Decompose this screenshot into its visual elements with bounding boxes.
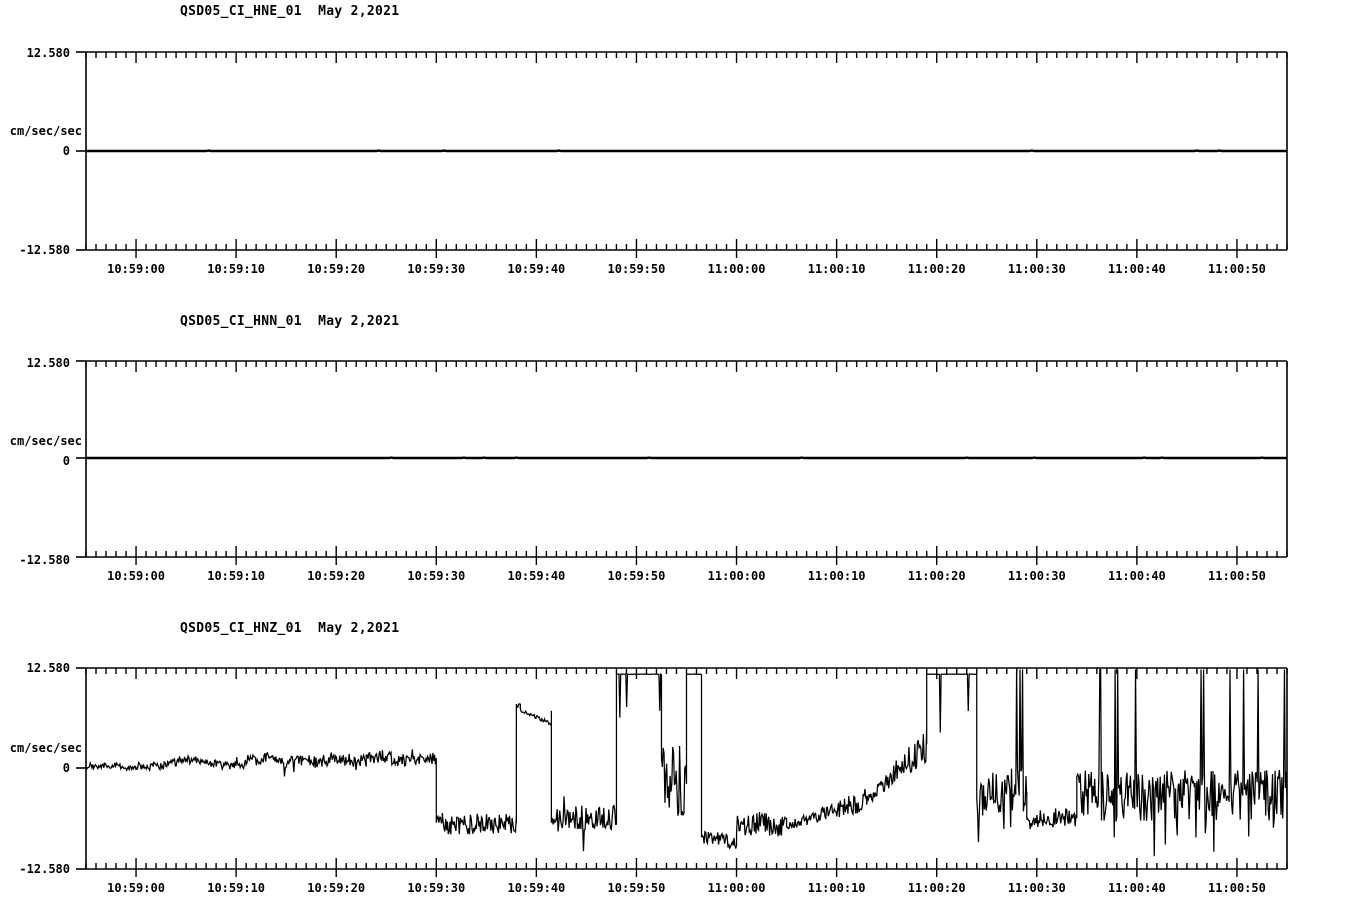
x-tick-label: 11:00:40	[1107, 881, 1166, 895]
x-tick-label: 11:00:30	[1007, 881, 1066, 895]
seismogram-panel-hne: QSD05_CI_HNE_01 May 2,2021 cm/sec/sec 12…	[0, 0, 1358, 300]
x-tick-label: 11:00:50	[1208, 569, 1266, 583]
x-tick-label: 10:59:00	[107, 881, 165, 895]
x-tick-label: 10:59:30	[407, 262, 466, 276]
x-tick-label: 10:59:10	[207, 881, 266, 895]
x-tick-label: 11:00:00	[707, 881, 766, 895]
x-tick-label: 11:00:00	[707, 262, 766, 276]
x-tick-label: 10:59:40	[507, 569, 566, 583]
x-tick-label: 11:00:40	[1107, 262, 1166, 276]
x-tick-label: 11:00:20	[907, 881, 966, 895]
panel-title-hne: QSD05_CI_HNE_01 May 2,2021	[180, 4, 400, 19]
x-tick-label: 11:00:50	[1208, 262, 1266, 276]
panel-title-hnz: QSD05_CI_HNZ_01 May 2,2021	[180, 621, 400, 636]
x-tick-label: 10:59:10	[207, 569, 266, 583]
x-tick-label: 11:00:20	[907, 569, 966, 583]
x-tick-label: 10:59:50	[607, 881, 666, 895]
x-tick-label: 10:59:30	[407, 569, 466, 583]
x-tick-label: 11:00:30	[1007, 569, 1066, 583]
x-tick-label: 11:00:10	[807, 569, 866, 583]
x-tick-label: 11:00:00	[707, 569, 766, 583]
seismogram-panel-hnz: QSD05_CI_HNZ_01 May 2,2021 cm/sec/sec 12…	[0, 617, 1358, 924]
plot-area-hnn	[76, 360, 1288, 565]
x-tick-label: 11:00:50	[1208, 881, 1266, 895]
x-tick-label: 10:59:50	[607, 262, 666, 276]
y-axis-unit-label-hnn: cm/sec/sec	[9, 434, 82, 448]
x-tick-label: 10:59:00	[107, 262, 165, 276]
y-tick-max-hnz: 12.580	[26, 661, 70, 675]
y-tick-zero-hne: 0	[62, 144, 70, 158]
x-tick-label: 11:00:30	[1007, 262, 1066, 276]
x-tick-label: 10:59:10	[207, 262, 266, 276]
y-tick-zero-hnz: 0	[62, 761, 70, 775]
x-tick-label: 10:59:20	[307, 569, 366, 583]
panel-title-hnn: QSD05_CI_HNN_01 May 2,2021	[180, 314, 400, 329]
plot-area-hnz	[76, 667, 1288, 877]
x-tick-label: 11:00:20	[907, 262, 966, 276]
y-axis-unit-label-hne: cm/sec/sec	[9, 124, 82, 138]
x-tick-label: 10:59:50	[607, 569, 666, 583]
y-tick-min-hnz: -12.580	[19, 862, 70, 876]
y-tick-min-hnn: -12.580	[19, 553, 70, 567]
seismogram-panel-hnn: QSD05_CI_HNN_01 May 2,2021 cm/sec/sec 12…	[0, 310, 1358, 610]
y-tick-max-hnn: 12.580	[26, 356, 70, 370]
plot-area-hne	[76, 51, 1288, 258]
x-tick-label: 10:59:40	[507, 881, 566, 895]
x-tick-label: 10:59:00	[107, 569, 165, 583]
x-tick-label: 10:59:20	[307, 262, 366, 276]
x-tick-label: 11:00:40	[1107, 569, 1166, 583]
x-tick-label: 10:59:30	[407, 881, 466, 895]
waveform-trace	[85, 668, 1288, 857]
x-tick-label: 10:59:20	[307, 881, 366, 895]
x-tick-label: 11:00:10	[807, 262, 866, 276]
x-tick-label: 10:59:40	[507, 262, 566, 276]
x-tick-label: 11:00:10	[807, 881, 866, 895]
y-tick-zero-hnn: 0	[62, 454, 70, 468]
y-axis-unit-label-hnz: cm/sec/sec	[9, 741, 82, 755]
y-tick-min-hne: -12.580	[19, 243, 70, 257]
y-tick-max-hne: 12.580	[26, 46, 70, 60]
